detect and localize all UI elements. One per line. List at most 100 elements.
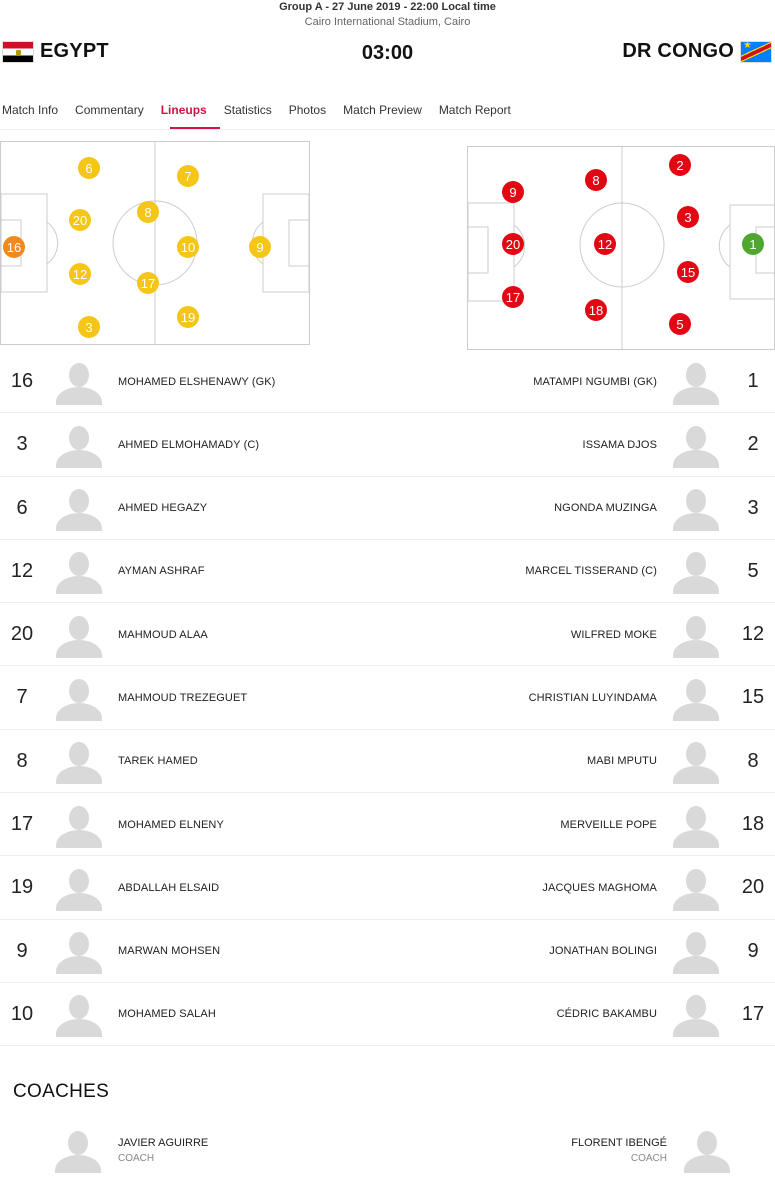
home-marker-keeper[interactable]: 16: [3, 236, 25, 258]
home-player-name: MOHAMED ELNENY: [118, 818, 224, 831]
away-player-number: 2: [747, 433, 759, 456]
away-player[interactable]: JACQUES MAGHOMA 20: [388, 856, 775, 919]
away-player-name: MARCEL TISSERAND (C): [525, 565, 657, 578]
away-player[interactable]: WILFRED MOKE 12: [388, 603, 775, 666]
home-marker[interactable]: 6: [78, 157, 100, 179]
home-player-name: MARWAN MOHSEN: [118, 945, 221, 958]
away-player[interactable]: MATAMPI NGUMBI (GK) 1: [388, 350, 775, 413]
tab-statistics[interactable]: Statistics: [223, 103, 272, 117]
tab-lineups[interactable]: Lineups: [160, 103, 207, 117]
lineup-row: 10 MOHAMED SALAH CÉDRIC BAKAMBU 17: [0, 983, 775, 1047]
away-marker[interactable]: 9: [502, 181, 524, 203]
away-marker[interactable]: 2: [669, 154, 691, 176]
away-team[interactable]: DR CONGO: [622, 40, 772, 63]
tab-match-report[interactable]: Match Report: [438, 103, 511, 117]
dr-congo-flag-icon: [740, 40, 772, 63]
home-player-number: 17: [10, 813, 34, 836]
away-player[interactable]: CHRISTIAN LUYINDAMA 15: [388, 666, 775, 729]
home-marker[interactable]: 12: [69, 263, 91, 285]
home-player[interactable]: 19 ABDALLAH ELSAID: [0, 856, 387, 919]
venue: Cairo International Stadium, Cairo: [304, 16, 471, 28]
home-player[interactable]: 16 MOHAMED ELSHENAWY (GK): [0, 350, 387, 413]
away-player-number: 5: [747, 559, 759, 582]
away-player[interactable]: MARCEL TISSERAND (C) 5: [388, 540, 775, 603]
away-player[interactable]: MERVEILLE POPE 18: [388, 793, 775, 856]
tab-match-info[interactable]: Match Info: [2, 103, 59, 117]
home-marker[interactable]: 20: [69, 209, 91, 231]
tab-photos[interactable]: Photos: [288, 103, 327, 117]
player-avatar-icon: [671, 485, 721, 532]
tab-match-preview[interactable]: Match Preview: [343, 103, 422, 117]
home-marker[interactable]: 19: [177, 306, 199, 328]
home-marker[interactable]: 7: [177, 165, 199, 187]
player-avatar-icon: [671, 422, 721, 468]
away-player[interactable]: JONATHAN BOLINGI 9: [388, 920, 775, 983]
tabs-divider: [0, 129, 775, 130]
away-marker[interactable]: 12: [594, 233, 616, 255]
player-avatar-icon: [671, 738, 721, 785]
away-marker-keeper[interactable]: 1: [742, 233, 764, 255]
away-marker[interactable]: 18: [585, 299, 607, 321]
home-player[interactable]: 3 AHMED ELMOHAMADY (C): [0, 413, 387, 476]
away-player[interactable]: CÉDRIC BAKAMBU 17: [388, 983, 775, 1046]
home-player[interactable]: 10 MOHAMED SALAH: [0, 983, 387, 1046]
away-player-number: 3: [747, 496, 759, 519]
player-avatar-icon: [54, 991, 104, 1038]
home-player[interactable]: 12 AYMAN ASHRAF: [0, 540, 387, 603]
home-player[interactable]: 17 MOHAMED ELNENY: [0, 793, 387, 856]
lineup-row: 9 MARWAN MOHSEN JONATHAN BOLINGI 9: [0, 920, 775, 983]
home-player[interactable]: 9 MARWAN MOHSEN: [0, 920, 387, 983]
player-avatar-icon: [54, 485, 104, 532]
away-marker[interactable]: 8: [585, 169, 607, 191]
home-marker[interactable]: 17: [137, 272, 159, 294]
home-marker[interactable]: 9: [249, 236, 271, 258]
away-player-name: MABI MPUTU: [586, 755, 657, 768]
home-player[interactable]: 7 MAHMOUD TREZEGUET: [0, 666, 387, 729]
away-player[interactable]: NGONDA MUZINGA 3: [388, 477, 775, 540]
away-coach[interactable]: FLORENT IBENGÉ COACH: [571, 1127, 732, 1173]
home-team[interactable]: EGYPT: [2, 40, 109, 63]
score: 03:00: [361, 42, 414, 64]
lineup-row: 7 MAHMOUD TREZEGUET CHRISTIAN LUYINDAMA …: [0, 666, 775, 730]
home-player[interactable]: 8 TAREK HAMED: [0, 730, 387, 793]
away-player-name: JACQUES MAGHOMA: [542, 881, 657, 894]
home-player-name: MAHMOUD TREZEGUET: [118, 691, 248, 704]
home-player-name: AHMED HEGAZY: [118, 502, 208, 515]
home-team-name: EGYPT: [40, 40, 109, 62]
away-marker[interactable]: 17: [502, 286, 524, 308]
home-player-number: 6: [16, 496, 28, 519]
away-marker[interactable]: 5: [669, 313, 691, 335]
away-marker[interactable]: 20: [502, 233, 524, 255]
home-player-number: 3: [16, 433, 28, 456]
tab-commentary[interactable]: Commentary: [75, 103, 144, 117]
home-player-number: 9: [16, 939, 28, 962]
home-marker[interactable]: 10: [177, 236, 199, 258]
home-player-name: AYMAN ASHRAF: [118, 565, 205, 578]
away-marker[interactable]: 3: [677, 206, 699, 228]
home-player-name: ABDALLAH ELSAID: [118, 881, 220, 894]
away-player-number: 15: [741, 686, 765, 709]
home-player[interactable]: 20 MAHMOUD ALAA: [0, 603, 387, 666]
away-player[interactable]: ISSAMA DJOS 2: [388, 413, 775, 476]
home-marker[interactable]: 3: [78, 316, 100, 338]
home-coach[interactable]: JAVIER AGUIRRE COACH: [53, 1127, 208, 1173]
player-avatar-icon: [54, 359, 104, 405]
away-player-name: CHRISTIAN LUYINDAMA: [528, 691, 657, 704]
away-marker[interactable]: 15: [677, 261, 699, 283]
away-player-name: JONATHAN BOLINGI: [549, 945, 657, 958]
lineup-row: 8 TAREK HAMED MABI MPUTU 8: [0, 730, 775, 794]
home-marker[interactable]: 8: [137, 201, 159, 223]
home-pitch: 16 20 12 6 3 8 17 7 19 10 9: [0, 141, 310, 345]
coach-avatar-icon: [53, 1127, 103, 1173]
away-player[interactable]: MABI MPUTU 8: [388, 730, 775, 793]
away-pitch: 1 2 3 15 5 8 12 18 9 20 17: [467, 146, 775, 350]
lineup-row: 6 AHMED HEGAZY NGONDA MUZINGA 3: [0, 477, 775, 540]
player-avatar-icon: [671, 865, 721, 911]
player-avatar-icon: [54, 675, 104, 721]
player-avatar-icon: [671, 548, 721, 595]
lineup-list: 16 MOHAMED ELSHENAWY (GK) MATAMPI NGUMBI…: [0, 350, 775, 1047]
home-player[interactable]: 6 AHMED HEGAZY: [0, 477, 387, 540]
home-coach-name: JAVIER AGUIRRE: [118, 1136, 209, 1149]
home-player-name: TAREK HAMED: [118, 755, 198, 768]
away-player-number: 20: [741, 876, 765, 899]
